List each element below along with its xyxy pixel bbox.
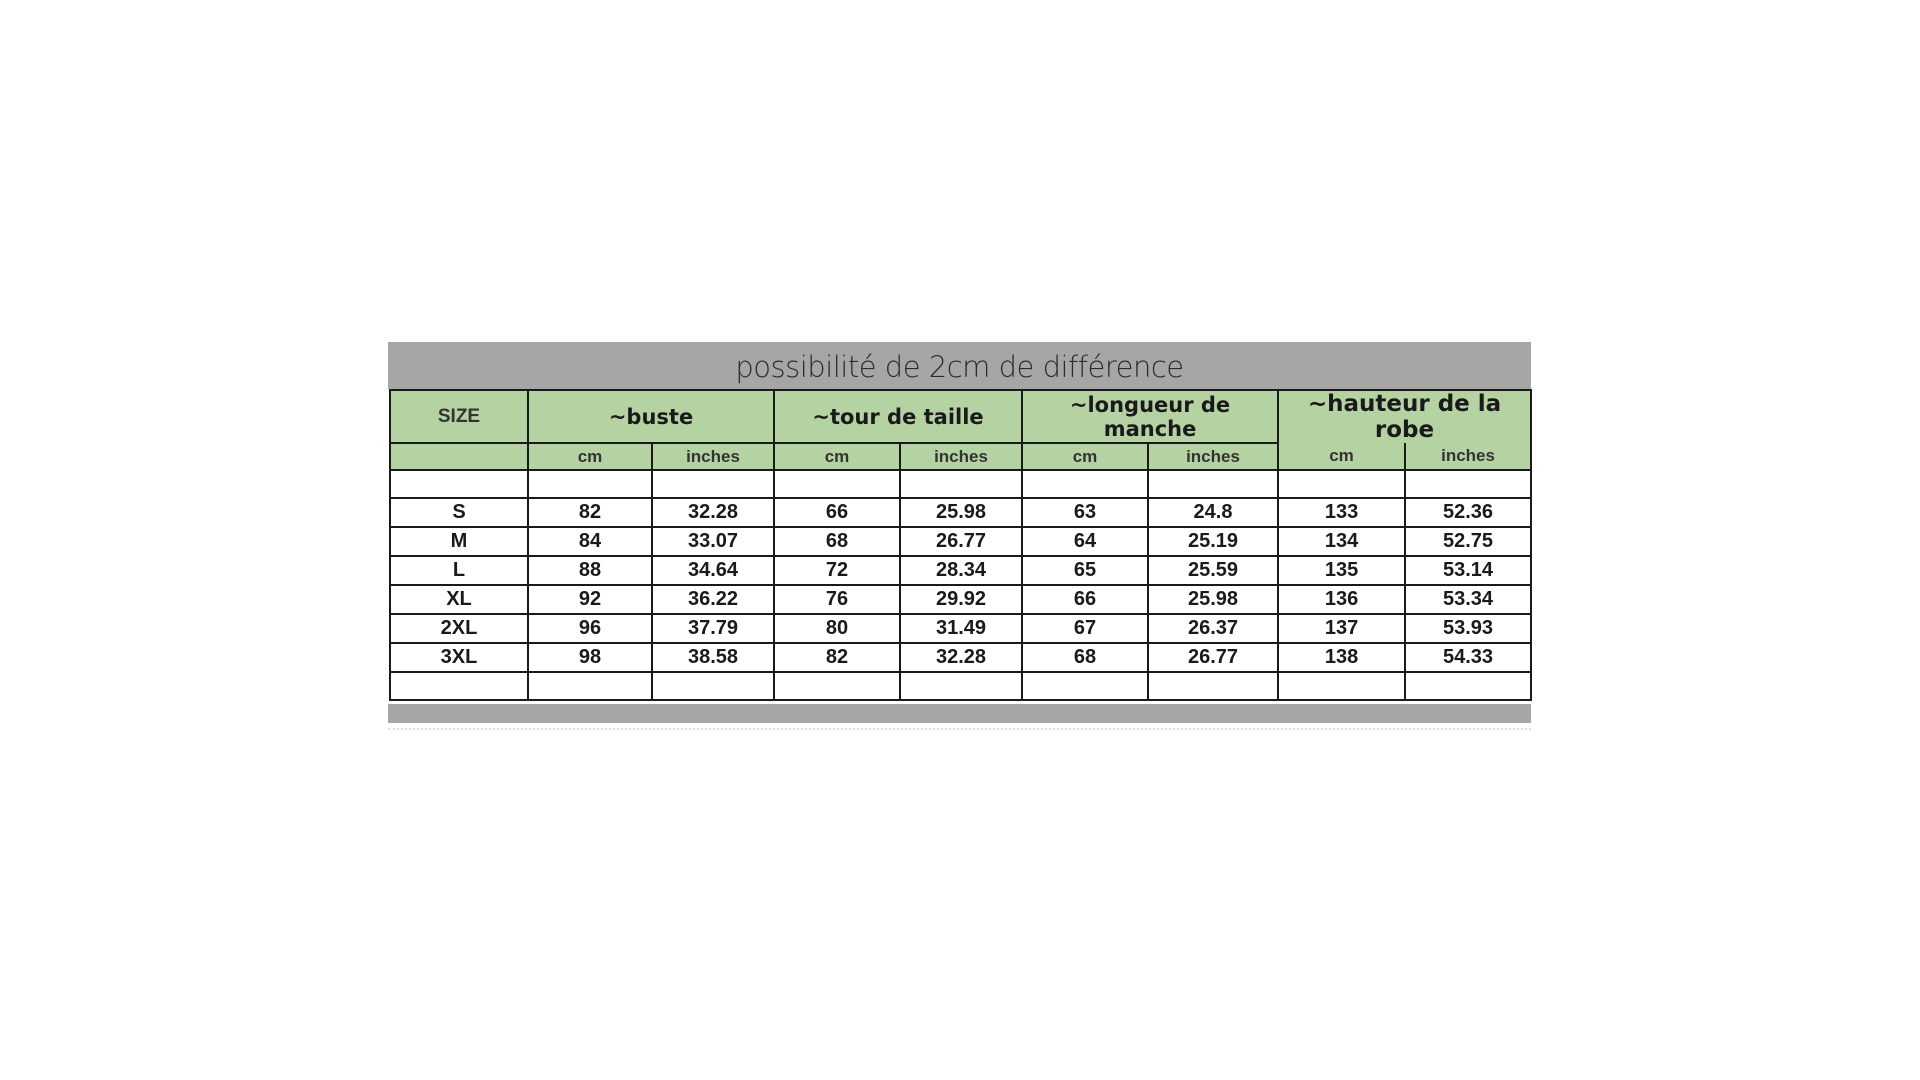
value-cell: 25.59 [1147, 555, 1280, 586]
value-cell: 67 [1021, 613, 1150, 644]
value-cell: 31.49 [899, 613, 1024, 644]
value-cell: 32.28 [899, 642, 1024, 673]
size-cell: 3XL [389, 642, 529, 673]
value-cell: 33.07 [650, 526, 776, 557]
value-cell: 32.28 [650, 497, 776, 528]
header-longueur-de-manche: ~longueur de manche [1021, 389, 1280, 444]
header-buste: ~buste [526, 389, 776, 444]
unit-inches: inches [650, 442, 776, 471]
value-cell: 76 [773, 584, 902, 615]
table-row: S 82 32.28 66 25.98 63 24.8 133 52.36 [389, 497, 1533, 528]
value-cell: 29.92 [899, 584, 1024, 615]
value-cell: 53.34 [1404, 584, 1533, 615]
value-cell: 24.8 [1147, 497, 1280, 528]
value-cell: 25.98 [1147, 584, 1280, 615]
header-tour-de-taille: ~tour de taille [773, 389, 1024, 444]
size-cell: S [389, 497, 529, 528]
bottom-bar [388, 704, 1531, 723]
value-cell: 136 [1277, 584, 1407, 615]
table-row: 3XL 98 38.58 82 32.28 68 26.77 138 54.33 [389, 642, 1533, 673]
table-row: 2XL 96 37.79 80 31.49 67 26.37 137 53.93 [389, 613, 1533, 644]
dotted-divider [388, 728, 1531, 732]
value-cell: 26.77 [899, 526, 1024, 557]
value-cell: 96 [527, 613, 653, 644]
value-cell: 25.98 [899, 497, 1024, 528]
unit-cm: cm [527, 442, 653, 471]
size-table: SIZE ~buste ~tour de taille ~longueur de… [389, 389, 1533, 701]
unit-inches: inches [1147, 442, 1280, 471]
table-row: L 88 34.64 72 28.34 65 25.59 135 53.14 [389, 555, 1533, 586]
value-cell: 36.22 [650, 584, 776, 615]
empty-row [389, 671, 1533, 701]
value-cell: 64 [1021, 526, 1150, 557]
value-cell: 25.19 [1147, 526, 1280, 557]
value-cell: 53.93 [1404, 613, 1533, 644]
value-cell: 28.34 [899, 555, 1024, 586]
value-cell: 137 [1277, 613, 1407, 644]
empty-row [389, 469, 1533, 499]
size-chart: possibilité de 2cm de différence SIZE ~b… [388, 342, 1533, 732]
header-blank [389, 442, 529, 471]
value-cell: 26.37 [1147, 613, 1280, 644]
value-cell: 72 [773, 555, 902, 586]
value-cell: 92 [527, 584, 653, 615]
value-cell: 37.79 [650, 613, 776, 644]
value-cell: 68 [773, 526, 902, 557]
value-cell: 133 [1277, 497, 1407, 528]
unit-cm: cm [1021, 442, 1150, 471]
value-cell: 52.36 [1404, 497, 1533, 528]
value-cell: 80 [773, 613, 902, 644]
value-cell: 68 [1021, 642, 1150, 673]
value-cell: 63 [1021, 497, 1150, 528]
value-cell: 134 [1277, 526, 1407, 557]
value-cell: 65 [1021, 555, 1150, 586]
table-row: M 84 33.07 68 26.77 64 25.19 134 52.75 [389, 526, 1533, 557]
value-cell: 138 [1277, 642, 1407, 673]
value-cell: 82 [527, 497, 653, 528]
size-cell: XL [389, 584, 529, 615]
value-cell: 34.64 [650, 555, 776, 586]
value-cell: 84 [527, 526, 653, 557]
unit-cm: cm [1277, 443, 1407, 471]
header-size: SIZE [389, 389, 529, 444]
value-cell: 52.75 [1404, 526, 1533, 557]
value-cell: 54.33 [1404, 642, 1533, 673]
header-row-groups: SIZE ~buste ~tour de taille ~longueur de… [389, 389, 1533, 444]
size-chart-title: possibilité de 2cm de différence [388, 342, 1531, 389]
unit-inches: inches [1404, 443, 1533, 471]
value-cell: 66 [1021, 584, 1150, 615]
header-row-units: cm inches cm inches cm inches cm inches [389, 442, 1533, 471]
size-cell: M [389, 526, 529, 557]
value-cell: 135 [1277, 555, 1407, 586]
size-cell: 2XL [389, 613, 529, 644]
value-cell: 66 [773, 497, 902, 528]
value-cell: 38.58 [650, 642, 776, 673]
value-cell: 82 [773, 642, 902, 673]
value-cell: 88 [527, 555, 653, 586]
value-cell: 26.77 [1147, 642, 1280, 673]
table-row: XL 92 36.22 76 29.92 66 25.98 136 53.34 [389, 584, 1533, 615]
header-hauteur-de-la-robe: ~hauteur de la robe [1277, 389, 1533, 443]
value-cell: 53.14 [1404, 555, 1533, 586]
value-cell: 98 [527, 642, 653, 673]
size-cell: L [389, 555, 529, 586]
unit-cm: cm [773, 442, 902, 471]
unit-inches: inches [899, 442, 1024, 471]
